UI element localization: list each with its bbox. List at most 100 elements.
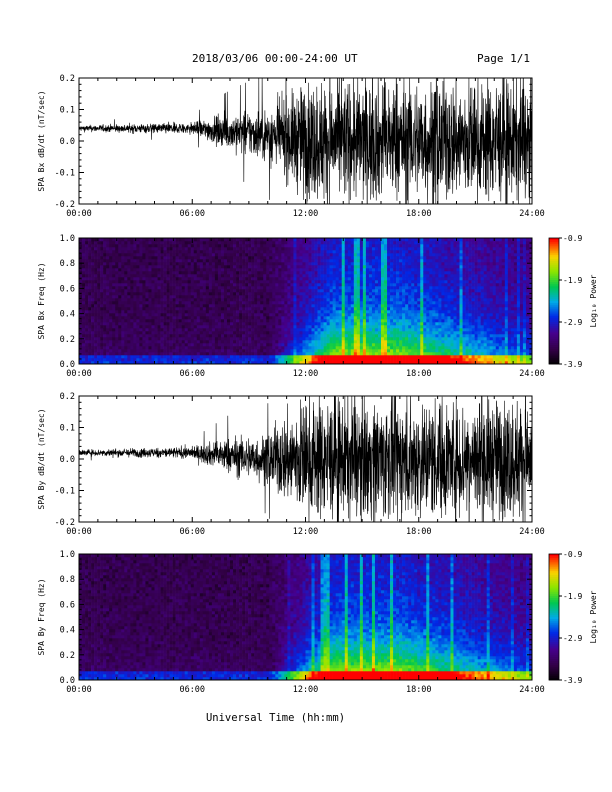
heatmap-cell: [184, 289, 189, 293]
heatmap-cell: [281, 355, 285, 359]
heatmap-cell: [305, 343, 309, 347]
heatmap-cell: [214, 292, 219, 296]
heatmap-cell: [323, 349, 327, 353]
heatmap-cell: [299, 334, 303, 338]
heatmap-cell: [136, 352, 140, 356]
heatmap-cell: [160, 289, 164, 293]
heatmap-cell: [214, 277, 219, 281]
heatmap-cell: [399, 358, 403, 362]
heatmap-cell: [79, 319, 83, 323]
heatmap-cell: [399, 286, 403, 290]
heatmap-cell: [163, 349, 167, 353]
heatmap-cell: [211, 322, 216, 326]
heatmap-cell: [311, 292, 315, 296]
heatmap-cell: [88, 301, 92, 305]
heatmap-cell: [79, 271, 83, 275]
heatmap-cell: [211, 337, 216, 341]
heatmap-cell: [127, 337, 131, 341]
heatmap-cell: [411, 346, 415, 350]
heatmap-cell: [350, 268, 355, 272]
heatmap-cell: [399, 274, 403, 278]
heatmap-cell: [320, 310, 324, 314]
heatmap-cell: [233, 301, 237, 305]
heatmap-cell: [393, 253, 397, 257]
heatmap-cell: [399, 268, 403, 272]
heatmap-cell: [338, 358, 343, 362]
heatmap-cell: [236, 295, 240, 299]
heatmap-cell: [305, 244, 309, 248]
heatmap-cell: [211, 277, 216, 281]
heatmap-cell: [139, 301, 143, 305]
heatmap-cell: [293, 316, 297, 320]
heatmap-cell: [405, 340, 409, 344]
heatmap-cell: [299, 253, 303, 257]
heatmap-cell: [178, 238, 182, 242]
heatmap-cell: [344, 277, 349, 281]
heatmap-cell: [284, 265, 288, 269]
heatmap-cell: [384, 352, 388, 356]
heatmap-cell: [121, 238, 125, 242]
heatmap-cell: [91, 361, 95, 365]
heatmap-cell: [245, 259, 249, 263]
heatmap-cell: [133, 265, 137, 269]
heatmap-cell: [329, 238, 333, 242]
heatmap-cell: [163, 319, 167, 323]
heatmap-cell: [166, 304, 170, 308]
heatmap-cell: [223, 331, 228, 335]
heatmap-cell: [112, 325, 116, 329]
heatmap-cell: [257, 349, 261, 353]
heatmap-cell: [184, 304, 189, 308]
heatmap-cell: [184, 361, 189, 365]
heatmap-cell: [287, 256, 291, 260]
heatmap-cell: [199, 343, 204, 347]
heatmap-cell: [118, 358, 122, 362]
heatmap-cell: [226, 262, 231, 266]
heatmap-cell: [142, 331, 146, 335]
heatmap-cell: [233, 295, 237, 299]
heatmap-cell: [269, 337, 273, 341]
heatmap-cell: [136, 316, 140, 320]
heatmap-cell: [278, 349, 282, 353]
heatmap-cell: [202, 241, 207, 245]
heatmap-cell: [426, 331, 430, 335]
heatmap-cell: [374, 244, 379, 248]
heatmap-cell: [302, 289, 306, 293]
heatmap-cell: [353, 307, 358, 311]
heatmap-cell: [371, 283, 376, 287]
heatmap-cell: [335, 298, 340, 302]
heatmap-cell: [387, 361, 391, 365]
heatmap-cell: [208, 334, 213, 338]
heatmap-cell: [82, 253, 86, 257]
heatmap-cell: [211, 244, 216, 248]
heatmap-cell: [335, 301, 340, 305]
heatmap-cell: [239, 295, 243, 299]
heatmap-cell: [136, 253, 140, 257]
heatmap-cell: [91, 241, 95, 245]
heatmap-cell: [365, 274, 370, 278]
heatmap-cell: [145, 316, 149, 320]
heatmap-cell: [190, 313, 195, 317]
heatmap-cell: [405, 256, 409, 260]
heatmap-cell: [118, 349, 122, 353]
heatmap-cell: [97, 310, 101, 314]
heatmap-cell: [85, 298, 89, 302]
heatmap-cell: [91, 346, 95, 350]
heatmap-cell: [284, 346, 288, 350]
heatmap-cell: [390, 244, 394, 248]
heatmap-cell: [299, 256, 303, 260]
heatmap-cell: [127, 262, 131, 266]
heatmap-cell: [341, 241, 346, 245]
heatmap-cell: [390, 298, 394, 302]
heatmap-cell: [115, 283, 119, 287]
heatmap-cell: [344, 307, 349, 311]
heatmap-cell: [266, 334, 270, 338]
heatmap-cell: [190, 280, 195, 284]
heatmap-cell: [97, 286, 101, 290]
heatmap-cell: [118, 352, 122, 356]
heatmap-cell: [281, 322, 285, 326]
heatmap-cell: [359, 253, 364, 257]
heatmap-cell: [332, 358, 336, 362]
heatmap-cell: [136, 313, 140, 317]
heatmap-cell: [323, 286, 327, 290]
heatmap-cell: [82, 277, 86, 281]
